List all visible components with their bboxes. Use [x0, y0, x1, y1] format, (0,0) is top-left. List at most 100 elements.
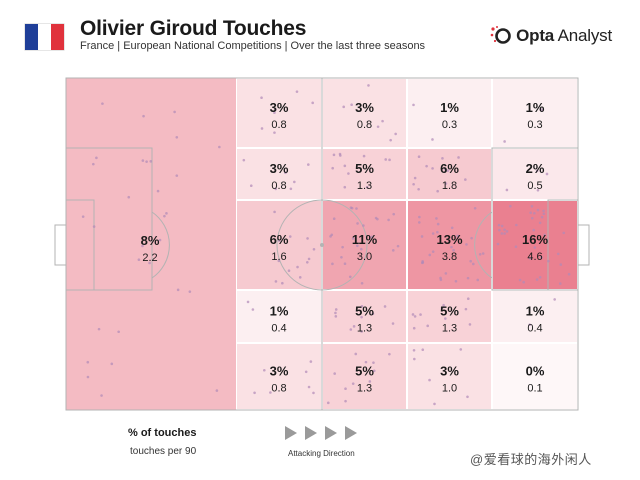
touch-dot	[419, 313, 422, 316]
touch-dot	[86, 360, 90, 364]
zone-r3c2	[323, 201, 406, 289]
touch-dot	[218, 145, 221, 149]
touch-dot	[158, 238, 162, 242]
touch-dot	[287, 269, 291, 273]
zone-percent-label: 13%	[436, 232, 462, 247]
touch-dot	[435, 217, 438, 220]
touch-dot	[542, 212, 546, 216]
touch-dot	[465, 243, 468, 246]
touch-dot	[306, 261, 309, 264]
zone-r3c3	[408, 201, 491, 289]
touch-dot	[515, 223, 518, 227]
touch-dot	[148, 261, 151, 265]
touch-dot	[396, 244, 400, 248]
zone-r2c1	[237, 149, 321, 199]
zone-r5c3	[408, 344, 491, 409]
touch-dot	[141, 159, 145, 162]
touch-dot	[443, 167, 447, 171]
touch-dot	[383, 305, 387, 308]
touch-dot	[342, 105, 346, 109]
touch-dot	[391, 249, 395, 252]
touch-dot	[538, 221, 542, 225]
touch-dot	[388, 352, 391, 356]
attacking-direction-arrows	[285, 426, 357, 440]
touch-dot	[371, 312, 375, 315]
touch-dot	[95, 156, 98, 160]
zone-r5c1	[237, 344, 321, 409]
legend-percent-label: % of touches	[128, 427, 197, 439]
touch-dot	[298, 276, 302, 279]
touch-dot	[260, 96, 263, 100]
touch-dot	[567, 272, 571, 276]
touch-dot	[127, 195, 131, 199]
touch-dot	[556, 252, 560, 256]
touch-dot	[436, 230, 439, 234]
touch-dot	[466, 297, 470, 301]
touch-dot	[464, 307, 468, 311]
zone-percent-label: 5%	[355, 364, 374, 379]
touch-dot	[530, 216, 534, 220]
touch-dot	[274, 280, 278, 283]
zone-per90-label: 0.3	[442, 119, 457, 131]
touch-dot	[446, 169, 450, 172]
touch-dot	[431, 250, 435, 253]
touch-dot	[478, 253, 482, 256]
zone-per90-label: 1.3	[442, 323, 457, 335]
zone-percent-label: 3%	[355, 100, 374, 115]
zone-per90-label: 0.5	[527, 180, 542, 192]
touch-dot	[360, 281, 364, 285]
touch-dot	[117, 330, 120, 334]
touch-dot	[288, 235, 292, 238]
touch-dot	[529, 211, 532, 215]
zone-percent-label: 5%	[440, 304, 459, 319]
flag-stripe-blue	[25, 24, 38, 50]
zone-percent-label: 3%	[270, 161, 289, 176]
touch-dot	[522, 280, 525, 284]
touch-dot	[347, 172, 350, 175]
touch-dot	[368, 380, 372, 383]
touch-dot	[92, 225, 96, 228]
touch-dot	[498, 228, 501, 232]
zone-per90-label: 0.4	[527, 323, 542, 335]
touch-dot	[425, 164, 428, 168]
touch-dot	[176, 288, 180, 292]
touch-dot	[343, 262, 347, 266]
zone-r1c3	[408, 79, 491, 147]
touch-dot	[553, 298, 556, 301]
touch-dot	[533, 246, 537, 249]
touch-dot	[141, 244, 144, 248]
zone-r2c3	[408, 149, 491, 199]
touch-dot	[481, 252, 485, 255]
touch-dot	[304, 370, 308, 374]
touch-dot	[312, 391, 315, 395]
touch-dot	[472, 262, 475, 266]
zone-per90-label: 1.6	[271, 251, 286, 263]
touch-dot	[355, 207, 358, 210]
touch-dot	[518, 278, 522, 282]
touch-dot	[334, 311, 337, 315]
zone-r1c4	[493, 79, 577, 147]
touch-dot	[362, 224, 365, 227]
touch-dot	[505, 188, 509, 192]
touch-dot	[387, 218, 390, 222]
touch-dot	[428, 253, 432, 257]
touch-dot	[142, 114, 145, 118]
touch-dot	[428, 378, 431, 382]
touch-dot	[101, 102, 104, 105]
touch-dot	[284, 171, 287, 175]
zone-per90-label: 1.3	[357, 180, 372, 192]
zone-r1c2	[323, 79, 406, 147]
touch-dot	[384, 158, 388, 161]
touch-dot	[306, 237, 309, 240]
touch-dot	[281, 281, 284, 285]
touch-dot	[156, 189, 160, 193]
touch-dot	[173, 110, 176, 114]
opta-logo-icon	[490, 26, 511, 44]
touch-dot	[307, 385, 311, 389]
touch-dot	[457, 156, 460, 159]
left-goal	[54, 224, 67, 266]
zone-per90-label: 1.8	[442, 180, 457, 192]
touch-dot	[503, 140, 506, 143]
zone-per90-label: 4.6	[527, 251, 542, 263]
